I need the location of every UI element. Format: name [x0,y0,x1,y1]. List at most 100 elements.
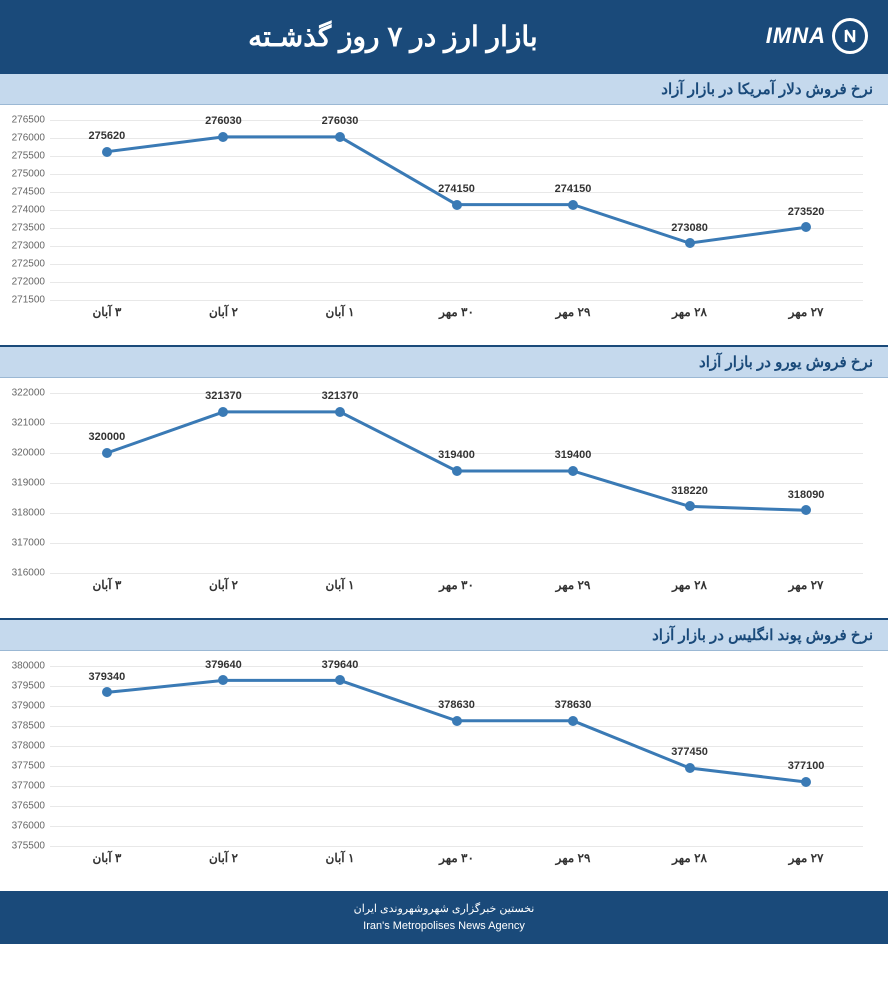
data-label: 321370 [205,390,242,402]
chart-area: 316000 317000 318000 319000 320000 321000 3220… [0,378,888,618]
grid-line [50,300,863,301]
data-marker [685,238,695,248]
data-marker [335,407,345,417]
footer-line-2: Iran's Metropolises News Agency [10,918,878,935]
y-tick-label: 380000 [12,661,45,672]
chart-section: نرخ فروش یورو در بازار آزاد3160003170003… [0,345,888,618]
y-tick-label: 376500 [12,801,45,812]
x-tick-label: ۲ آبان [209,851,238,865]
y-tick-label: 276000 [12,133,45,144]
y-tick-label: 317000 [12,538,45,549]
x-tick-label: ۳۰ مهر [439,851,474,865]
data-marker [102,448,112,458]
data-marker [568,716,578,726]
x-tick-label: ۲۹ مهر [556,578,591,592]
data-marker [452,716,462,726]
footer-line-1: نخستین خبرگزاری شهروشهروندی ایران [10,901,878,918]
charts-container: نرخ فروش دلار آمریکا در بازار آزاد 271500… [0,72,888,891]
data-label: 274150 [555,183,592,195]
data-label: 319400 [555,449,592,461]
data-label: 377100 [788,760,825,772]
x-tick-label: ۲۹ مهر [556,305,591,319]
data-marker [218,407,228,417]
y-axis: 2715002720002725002730002735002740002745… [5,120,50,300]
x-tick-label: ۲۹ مهر [556,851,591,865]
y-tick-label: 320000 [12,448,45,459]
data-marker [801,777,811,787]
y-tick-label: 379000 [12,700,45,711]
y-tick-label: 319000 [12,478,45,489]
y-tick-label: 274000 [12,205,45,216]
data-label: 377450 [671,746,708,758]
y-tick-label: 272000 [12,277,45,288]
chart-title: نرخ فروش دلار آمریکا در بازار آزاد [0,72,888,105]
data-marker [568,466,578,476]
x-tick-label: ۱ آبان [326,851,355,865]
data-marker [218,675,228,685]
data-label: 318220 [671,485,708,497]
chart-area: 3755003760003765003770003775003780003785… [0,651,888,891]
chart-line-svg [50,120,863,300]
y-tick-label: 275000 [12,169,45,180]
logo-text: IMNA [766,23,826,49]
data-label: 276030 [205,115,242,127]
y-tick-label: 321000 [12,418,45,429]
y-tick-label: 275500 [12,151,45,162]
x-tick-label: ۳ آبان [92,578,121,592]
chart-line-svg [50,393,863,573]
chart-section: نرخ فروش دلار آمریکا در بازار آزاد 271500… [0,72,888,345]
page-footer: نخستین خبرگزاری شهروشهروندی ایران Iran's… [0,891,888,944]
x-tick-label: ۲۸ مهر [672,305,707,319]
y-tick-label: 272500 [12,259,45,270]
page-header: IMNA بازار ارز در ۷ روز گذشـته [0,0,888,72]
x-tick-label: ۲۸ مهر [672,851,707,865]
x-axis: ۲۷ مهر۲۸ مهر۲۹ مهر۳۰ مهر۱ آبان۲ آبان۳ آب… [50,578,863,603]
data-marker [335,675,345,685]
chart-line-svg [50,666,863,846]
x-tick-label: ۲۷ مهر [789,851,824,865]
y-tick-label: 378500 [12,721,45,732]
y-tick-label: 318000 [12,508,45,519]
y-tick-label: 376000 [12,820,45,831]
data-label: 321370 [322,390,359,402]
y-tick-label: 274500 [12,187,45,198]
page-container: IMNA بازار ارز در ۷ روز گذشـته نرخ فروش … [0,0,888,944]
y-axis: 3160003170003180003190003200003210003220… [5,393,50,573]
logo: IMNA [766,18,868,54]
data-marker [801,505,811,515]
y-tick-label: 377500 [12,761,45,772]
logo-icon [832,18,868,54]
data-marker [102,147,112,157]
y-tick-label: 316000 [12,568,45,579]
data-marker [685,501,695,511]
y-tick-label: 276500 [12,115,45,126]
y-tick-label: 378000 [12,740,45,751]
data-label: 379640 [205,659,242,671]
data-marker [452,466,462,476]
page-title: بازار ارز در ۷ روز گذشـته [20,20,766,53]
data-marker [685,763,695,773]
data-marker [335,132,345,142]
data-label: 273080 [671,222,708,234]
chart-title: نرخ فروش پوند انگلیس در بازار آزاد [0,618,888,651]
data-label: 378630 [438,699,475,711]
chart-plot: 3160003170003180003190003200003210003220… [50,393,863,573]
grid-line [50,846,863,847]
y-axis: 3755003760003765003770003775003780003785… [5,666,50,846]
chart-plot: 3755003760003765003770003775003780003785… [50,666,863,846]
data-label: 274150 [438,183,475,195]
data-marker [452,200,462,210]
data-label: 275620 [89,130,126,142]
chart-section: نرخ فروش پوند انگلیس در بازار آزاد 375500… [0,618,888,891]
x-tick-label: ۳ آبان [92,851,121,865]
data-label: 319400 [438,449,475,461]
data-marker [568,200,578,210]
chart-area: 2715002720002725002730002735002740002745… [0,105,888,345]
y-tick-label: 322000 [12,388,45,399]
grid-line [50,573,863,574]
data-label: 378630 [555,699,592,711]
data-marker [218,132,228,142]
y-tick-label: 273500 [12,223,45,234]
y-tick-label: 271500 [12,295,45,306]
x-tick-label: ۳۰ مهر [439,305,474,319]
